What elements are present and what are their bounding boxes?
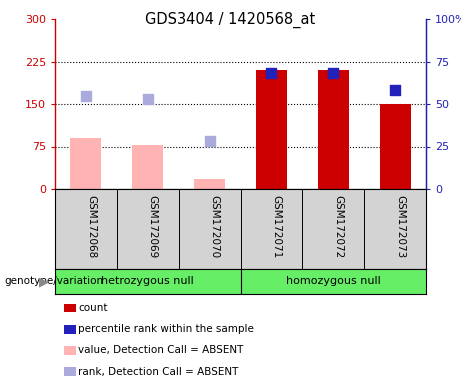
Point	[330, 70, 337, 76]
Bar	[256, 70, 287, 189]
Text: GSM172071: GSM172071	[272, 195, 281, 259]
Text: GSM172070: GSM172070	[210, 195, 219, 258]
Text: GSM172069: GSM172069	[148, 195, 158, 259]
Text: GSM172073: GSM172073	[395, 195, 405, 259]
Text: rank, Detection Call = ABSENT: rank, Detection Call = ABSENT	[78, 367, 238, 377]
Text: genotype/variation: genotype/variation	[5, 276, 104, 286]
Text: GSM172072: GSM172072	[333, 195, 343, 259]
Text: GDS3404 / 1420568_at: GDS3404 / 1420568_at	[145, 12, 316, 28]
Point	[144, 96, 151, 102]
Text: percentile rank within the sample: percentile rank within the sample	[78, 324, 254, 334]
Point	[391, 87, 399, 93]
Bar	[194, 179, 225, 189]
Point	[82, 93, 89, 99]
Point	[206, 138, 213, 144]
Bar	[71, 138, 101, 189]
Bar	[132, 145, 163, 189]
Text: ▶: ▶	[39, 275, 48, 288]
Text: value, Detection Call = ABSENT: value, Detection Call = ABSENT	[78, 346, 243, 356]
Point	[268, 70, 275, 76]
Text: count: count	[78, 303, 107, 313]
Text: GSM172068: GSM172068	[86, 195, 96, 259]
Bar	[379, 104, 411, 189]
Text: hetrozygous null: hetrozygous null	[101, 276, 194, 286]
Bar	[318, 70, 349, 189]
Text: homozygous null: homozygous null	[286, 276, 381, 286]
